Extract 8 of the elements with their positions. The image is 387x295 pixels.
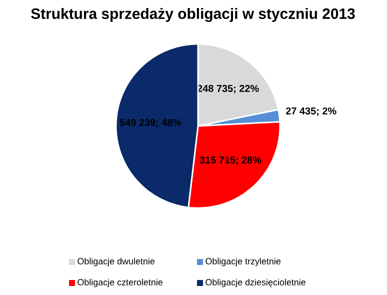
data-label: 27 435; 2% [286, 107, 336, 116]
chart-title: Struktura sprzedaży obligacji w styczniu 2013 [31, 8, 355, 22]
data-label: 315 715; 28% [200, 156, 262, 165]
legend-label: Obligacje czteroletnie [78, 278, 163, 288]
legend-label: Obligacje dwuletnie [78, 258, 155, 266]
legend-label: Obligacje dziesięcioletnie [206, 278, 306, 288]
legend-label: Obligacje trzyletnie [206, 258, 281, 266]
data-label: 549 239; 48% [120, 118, 182, 128]
